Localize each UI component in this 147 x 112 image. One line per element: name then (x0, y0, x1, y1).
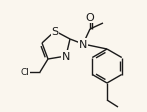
Text: N: N (62, 52, 70, 61)
Text: O: O (86, 13, 94, 23)
Text: S: S (51, 27, 59, 37)
Text: N: N (79, 40, 87, 50)
Text: Cl: Cl (21, 68, 29, 77)
